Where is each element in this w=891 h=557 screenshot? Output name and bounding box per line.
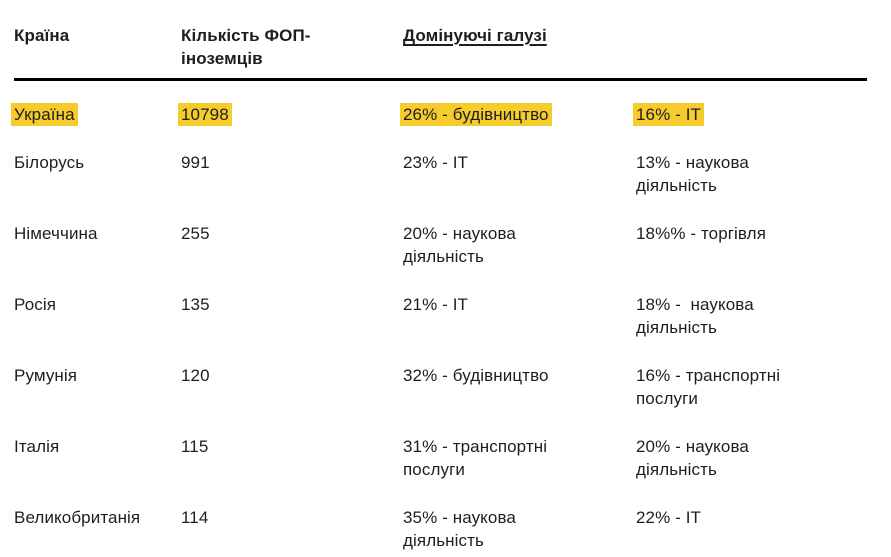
industry-primary-cell: 26% - будівництво	[400, 103, 581, 126]
count-cell: 135	[181, 295, 210, 314]
industry-secondary-cell: 20% - наукова діяльність	[636, 437, 754, 479]
country-cell: Україна	[11, 103, 174, 126]
table-row: Німеччина 255 20% - наукова діяльність 1…	[14, 222, 867, 268]
header-industries-link[interactable]: Домінуючі галузі	[403, 26, 547, 45]
industry-primary-cell: 32% - будівництво	[403, 366, 549, 385]
country-cell: Росія	[14, 295, 57, 314]
count-cell: 255	[181, 224, 210, 243]
industry-secondary-cell: 16% - транспортні послуги	[636, 366, 785, 408]
table-row: Румунія 120 32% - будівництво 16% - тран…	[14, 364, 867, 410]
industry-primary-cell: 20% - наукова діяльність	[403, 224, 521, 266]
industry-secondary-cell: 13% - наукова діяльність	[636, 153, 754, 195]
foreign-fop-table: Країна Кількість ФОП-іноземців Домінуючі…	[11, 24, 867, 552]
header-country: Країна	[14, 26, 70, 45]
country-cell: Білорусь	[14, 153, 85, 172]
highlighted-text: 26% - будівництво	[400, 103, 552, 126]
header-count: Кількість ФОП-іноземців	[181, 26, 311, 68]
header-industries: Домінуючі галузі	[403, 24, 867, 47]
country-cell: Італія	[14, 437, 60, 456]
table-row: Росія 135 21% - IT 18% - наукова діяльні…	[14, 293, 867, 339]
industry-primary-cell: 35% - наукова діяльність	[403, 508, 521, 550]
count-cell: 120	[181, 366, 210, 385]
count-cell: 991	[181, 153, 210, 172]
table-row: Білорусь 991 23% - IT 13% - наукова діял…	[14, 151, 867, 197]
industry-secondary-cell: 18%% - торгівля	[636, 224, 766, 243]
highlighted-text: Україна	[11, 103, 78, 126]
table-header-row: Країна Кількість ФОП-іноземців Домінуючі…	[14, 24, 867, 70]
industry-primary-cell: 21% - IT	[403, 295, 469, 314]
industry-primary-cell: 31% - транспортні послуги	[403, 437, 552, 479]
table-row: Україна 10798 26% - будівництво 16% - IT	[11, 103, 867, 126]
highlighted-text: 10798	[178, 103, 232, 126]
count-cell: 10798	[178, 103, 301, 126]
country-cell: Великобританія	[14, 508, 141, 527]
table-row: Італія 115 31% - транспортні послуги 20%…	[14, 435, 867, 481]
highlighted-text: 16% - IT	[633, 103, 705, 126]
country-cell: Румунія	[14, 366, 78, 385]
industry-secondary-cell: 22% - IT	[636, 508, 702, 527]
industry-secondary-cell: 18% - наукова діяльність	[636, 295, 759, 337]
industry-secondary-cell: 16% - IT	[633, 103, 814, 126]
country-cell: Німеччина	[14, 224, 98, 243]
industry-primary-cell: 23% - IT	[403, 153, 469, 172]
table-row: Великобританія 114 35% - наукова діяльні…	[14, 506, 867, 552]
header-divider	[14, 78, 867, 81]
count-cell: 114	[181, 508, 209, 527]
count-cell: 115	[181, 437, 209, 456]
